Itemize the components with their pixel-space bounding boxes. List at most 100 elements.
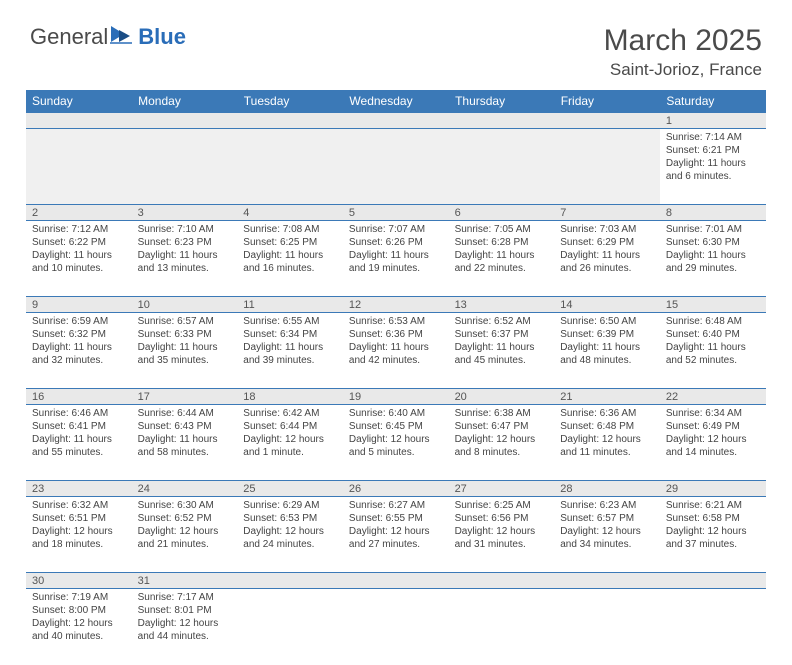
sunset-line: Sunset: 6:37 PM (455, 328, 549, 341)
day-cell: Sunrise: 7:14 AMSunset: 6:21 PMDaylight:… (660, 129, 766, 205)
day-number-cell (132, 113, 238, 129)
day-number-cell: 14 (554, 297, 660, 313)
day-cell (26, 129, 132, 205)
brand-part2: Blue (138, 24, 186, 50)
day-number-cell: 21 (554, 389, 660, 405)
sunrise-line: Sunrise: 6:34 AM (666, 407, 760, 420)
day-content: Sunrise: 6:52 AMSunset: 6:37 PMDaylight:… (449, 313, 555, 371)
sunset-line: Sunset: 6:41 PM (32, 420, 126, 433)
day-content: Sunrise: 6:25 AMSunset: 6:56 PMDaylight:… (449, 497, 555, 555)
day-number-cell: 13 (449, 297, 555, 313)
sunset-line: Sunset: 6:34 PM (243, 328, 337, 341)
day-cell: Sunrise: 6:27 AMSunset: 6:55 PMDaylight:… (343, 497, 449, 573)
sunset-line: Sunset: 6:43 PM (138, 420, 232, 433)
sunset-line: Sunset: 6:29 PM (560, 236, 654, 249)
day-number-cell (449, 573, 555, 589)
sunrise-line: Sunrise: 6:38 AM (455, 407, 549, 420)
sunrise-line: Sunrise: 6:21 AM (666, 499, 760, 512)
day-content: Sunrise: 6:40 AMSunset: 6:45 PMDaylight:… (343, 405, 449, 463)
sunset-line: Sunset: 6:56 PM (455, 512, 549, 525)
day-content: Sunrise: 6:27 AMSunset: 6:55 PMDaylight:… (343, 497, 449, 555)
day-cell: Sunrise: 6:23 AMSunset: 6:57 PMDaylight:… (554, 497, 660, 573)
week-row: Sunrise: 6:32 AMSunset: 6:51 PMDaylight:… (26, 497, 766, 573)
sunrise-line: Sunrise: 7:19 AM (32, 591, 126, 604)
sunset-line: Sunset: 6:28 PM (455, 236, 549, 249)
sunset-line: Sunset: 6:58 PM (666, 512, 760, 525)
day-cell: Sunrise: 7:17 AMSunset: 8:01 PMDaylight:… (132, 589, 238, 665)
daylight-line: Daylight: 12 hours and 24 minutes. (243, 525, 337, 551)
day-number-cell (449, 113, 555, 129)
day-number-cell: 24 (132, 481, 238, 497)
daylight-line: Daylight: 12 hours and 5 minutes. (349, 433, 443, 459)
daylight-line: Daylight: 12 hours and 44 minutes. (138, 617, 232, 643)
day-number-cell: 18 (237, 389, 343, 405)
sunrise-line: Sunrise: 6:23 AM (560, 499, 654, 512)
day-number-cell: 1 (660, 113, 766, 129)
week-row: Sunrise: 6:46 AMSunset: 6:41 PMDaylight:… (26, 405, 766, 481)
day-number-cell (554, 113, 660, 129)
day-header: Wednesday (343, 90, 449, 113)
day-number-cell: 17 (132, 389, 238, 405)
sunset-line: Sunset: 6:21 PM (666, 144, 760, 157)
day-content: Sunrise: 6:44 AMSunset: 6:43 PMDaylight:… (132, 405, 238, 463)
day-header: Monday (132, 90, 238, 113)
day-number-cell (237, 573, 343, 589)
daylight-line: Daylight: 11 hours and 29 minutes. (666, 249, 760, 275)
day-header: Sunday (26, 90, 132, 113)
day-content: Sunrise: 6:32 AMSunset: 6:51 PMDaylight:… (26, 497, 132, 555)
sunrise-line: Sunrise: 6:30 AM (138, 499, 232, 512)
sunset-line: Sunset: 8:01 PM (138, 604, 232, 617)
sunset-line: Sunset: 6:57 PM (560, 512, 654, 525)
daylight-line: Daylight: 11 hours and 55 minutes. (32, 433, 126, 459)
daylight-line: Daylight: 11 hours and 10 minutes. (32, 249, 126, 275)
daynum-row: 9101112131415 (26, 297, 766, 313)
calendar-body: 1Sunrise: 7:14 AMSunset: 6:21 PMDaylight… (26, 113, 766, 665)
sunrise-line: Sunrise: 7:17 AM (138, 591, 232, 604)
daylight-line: Daylight: 11 hours and 26 minutes. (560, 249, 654, 275)
day-number-cell: 27 (449, 481, 555, 497)
day-cell: Sunrise: 6:53 AMSunset: 6:36 PMDaylight:… (343, 313, 449, 389)
sunrise-line: Sunrise: 6:57 AM (138, 315, 232, 328)
day-content: Sunrise: 6:36 AMSunset: 6:48 PMDaylight:… (554, 405, 660, 463)
day-number-cell (554, 573, 660, 589)
day-content: Sunrise: 7:08 AMSunset: 6:25 PMDaylight:… (237, 221, 343, 279)
day-content: Sunrise: 6:23 AMSunset: 6:57 PMDaylight:… (554, 497, 660, 555)
daylight-line: Daylight: 11 hours and 19 minutes. (349, 249, 443, 275)
day-number-cell (343, 113, 449, 129)
sunrise-line: Sunrise: 6:46 AM (32, 407, 126, 420)
day-header-row: SundayMondayTuesdayWednesdayThursdayFrid… (26, 90, 766, 113)
sunrise-line: Sunrise: 7:03 AM (560, 223, 654, 236)
day-number-cell: 9 (26, 297, 132, 313)
sunrise-line: Sunrise: 6:55 AM (243, 315, 337, 328)
day-number-cell: 11 (237, 297, 343, 313)
daylight-line: Daylight: 11 hours and 32 minutes. (32, 341, 126, 367)
day-content: Sunrise: 6:30 AMSunset: 6:52 PMDaylight:… (132, 497, 238, 555)
daylight-line: Daylight: 12 hours and 21 minutes. (138, 525, 232, 551)
day-cell (343, 129, 449, 205)
day-content: Sunrise: 6:46 AMSunset: 6:41 PMDaylight:… (26, 405, 132, 463)
brand-part1: General (30, 24, 108, 50)
sunrise-line: Sunrise: 7:10 AM (138, 223, 232, 236)
day-cell: Sunrise: 7:03 AMSunset: 6:29 PMDaylight:… (554, 221, 660, 297)
location: Saint-Jorioz, France (604, 60, 762, 80)
day-number-cell: 7 (554, 205, 660, 221)
sunrise-line: Sunrise: 7:08 AM (243, 223, 337, 236)
daylight-line: Daylight: 12 hours and 34 minutes. (560, 525, 654, 551)
daynum-row: 2345678 (26, 205, 766, 221)
daynum-row: 3031 (26, 573, 766, 589)
sunrise-line: Sunrise: 6:36 AM (560, 407, 654, 420)
sunrise-line: Sunrise: 6:29 AM (243, 499, 337, 512)
day-content: Sunrise: 7:07 AMSunset: 6:26 PMDaylight:… (343, 221, 449, 279)
day-cell (237, 589, 343, 665)
day-cell: Sunrise: 7:19 AMSunset: 8:00 PMDaylight:… (26, 589, 132, 665)
day-cell: Sunrise: 6:30 AMSunset: 6:52 PMDaylight:… (132, 497, 238, 573)
sunrise-line: Sunrise: 6:25 AM (455, 499, 549, 512)
day-cell: Sunrise: 6:48 AMSunset: 6:40 PMDaylight:… (660, 313, 766, 389)
day-cell: Sunrise: 7:05 AMSunset: 6:28 PMDaylight:… (449, 221, 555, 297)
day-cell (554, 129, 660, 205)
day-number-cell: 28 (554, 481, 660, 497)
day-number-cell: 5 (343, 205, 449, 221)
sunrise-line: Sunrise: 6:27 AM (349, 499, 443, 512)
day-content: Sunrise: 6:50 AMSunset: 6:39 PMDaylight:… (554, 313, 660, 371)
day-content: Sunrise: 7:14 AMSunset: 6:21 PMDaylight:… (660, 129, 766, 187)
